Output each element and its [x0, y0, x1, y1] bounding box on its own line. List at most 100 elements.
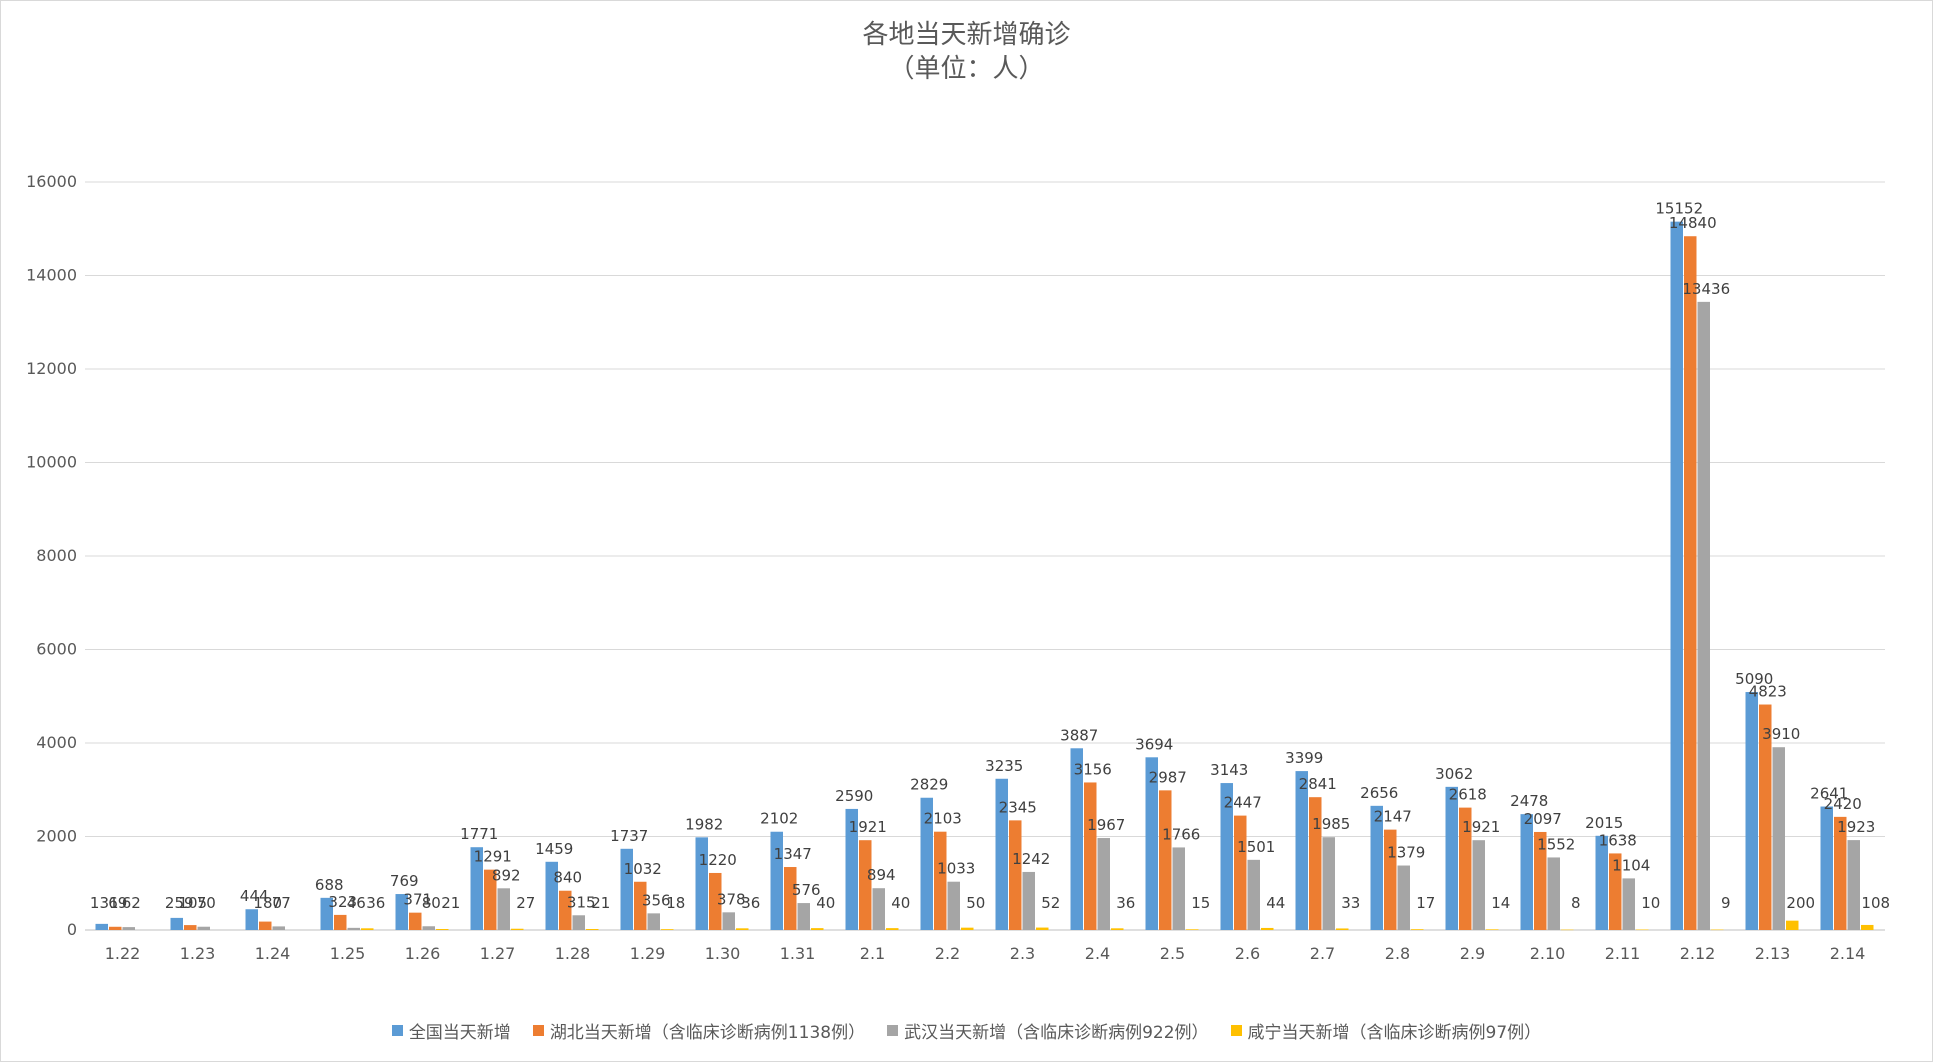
data-label: 2618: [1449, 786, 1487, 804]
bar: [1820, 806, 1833, 930]
bar: [245, 909, 258, 930]
bar: [886, 928, 899, 930]
bar: [995, 778, 1008, 930]
bar: [736, 928, 749, 930]
data-label: 80: [422, 894, 441, 912]
bar: [1622, 878, 1635, 930]
x-tick-label: 1.29: [630, 944, 666, 963]
data-label: 44: [1266, 894, 1285, 912]
bar: [470, 847, 483, 930]
legend-swatch-national: [391, 1025, 403, 1036]
data-label: 180: [253, 894, 282, 912]
bar: [797, 903, 810, 930]
x-tick-label: 2.6: [1235, 944, 1260, 963]
data-label: 2641: [1810, 785, 1848, 803]
bar: [961, 927, 974, 930]
legend-swatch-wuhan: [887, 1025, 899, 1036]
bar: [1786, 920, 1799, 930]
data-label: 1220: [699, 851, 737, 869]
bar: [1022, 871, 1035, 930]
legend-label-national: 全国当天新增: [408, 1023, 511, 1043]
bar: [661, 929, 674, 930]
data-label: 1923: [1837, 818, 1875, 836]
data-label: 46: [347, 894, 366, 912]
data-label: 5090: [1735, 670, 1773, 688]
chart-subtitle: （单位：人）: [888, 54, 1045, 84]
data-label: 1766: [1162, 825, 1200, 843]
bar: [1159, 790, 1172, 930]
data-label: 840: [553, 869, 582, 887]
data-label: 1459: [535, 840, 573, 858]
x-tick-label: 2.7: [1310, 944, 1335, 963]
bar: [361, 928, 374, 930]
chart-title: 各地当天新增确诊: [862, 20, 1071, 50]
data-label: 2420: [1824, 795, 1862, 813]
data-label: 2590: [835, 787, 873, 805]
bar: [1145, 757, 1158, 930]
y-tick-label: 16000: [26, 172, 77, 191]
data-label: 14: [1491, 894, 1510, 912]
data-label: 27: [516, 894, 535, 912]
x-tick-label: 2.14: [1830, 944, 1866, 963]
bar: [1847, 840, 1860, 930]
bar: [1084, 782, 1097, 930]
data-label: 371: [403, 891, 432, 909]
bar: [559, 890, 572, 930]
bar: [1772, 747, 1785, 930]
data-label: 576: [792, 881, 821, 899]
bar: [511, 928, 524, 930]
data-label: 2015: [1585, 814, 1623, 832]
x-tick-label: 2.5: [1160, 944, 1185, 963]
y-tick-label: 12000: [26, 359, 77, 378]
bar: [197, 926, 210, 930]
data-label: 1771: [460, 825, 498, 843]
bar: [1247, 859, 1260, 930]
legend: 全国当天新增 湖北当天新增（含临床诊断病例1138例） 武汉当天新增（含临床诊断…: [0, 1018, 1933, 1043]
bar: [784, 867, 797, 930]
bar: [1186, 929, 1199, 930]
bar: [1636, 929, 1649, 931]
bar: [1745, 692, 1758, 930]
bar: [1322, 837, 1335, 930]
x-tick-label: 1.30: [705, 944, 741, 963]
x-tick-label: 1.26: [405, 944, 441, 963]
bar: [1711, 929, 1724, 931]
x-tick-label: 2.11: [1605, 944, 1641, 963]
data-label: 1737: [610, 827, 648, 845]
data-label: 17: [1416, 894, 1435, 912]
data-label: 21: [441, 894, 460, 912]
data-label: 1552: [1537, 835, 1575, 853]
data-label: 36: [366, 894, 385, 912]
bar: [1172, 847, 1185, 930]
data-label: 3910: [1762, 725, 1800, 743]
data-label: 3235: [985, 757, 1023, 775]
data-label: 36: [1116, 894, 1135, 912]
data-label: 892: [492, 866, 521, 884]
bar: [109, 926, 122, 930]
data-label: 2829: [910, 776, 948, 794]
bar: [1009, 820, 1022, 930]
x-tick-label: 2.10: [1530, 944, 1566, 963]
data-label: 2345: [999, 798, 1037, 816]
x-tick-label: 1.28: [555, 944, 591, 963]
bar: [722, 912, 735, 930]
data-label: 1379: [1387, 844, 1425, 862]
bar: [647, 913, 660, 930]
bar: [422, 926, 435, 930]
bar: [1697, 301, 1710, 930]
data-label: 3399: [1285, 749, 1323, 767]
bar: [272, 926, 285, 930]
bar: [695, 837, 708, 930]
data-label: 2656: [1360, 784, 1398, 802]
data-label: 769: [390, 872, 419, 890]
bar: [947, 881, 960, 930]
x-tick-label: 1.31: [780, 944, 816, 963]
x-tick-label: 2.2: [935, 944, 960, 963]
bar: [1609, 853, 1622, 930]
legend-label-xianning: 咸宁当天新增（含临床诊断病例97例）: [1247, 1023, 1542, 1043]
x-tick-label: 2.3: [1010, 944, 1035, 963]
bar: [586, 929, 599, 930]
y-tick-label: 0: [67, 920, 77, 939]
legend-swatch-xianning: [1230, 1025, 1242, 1036]
